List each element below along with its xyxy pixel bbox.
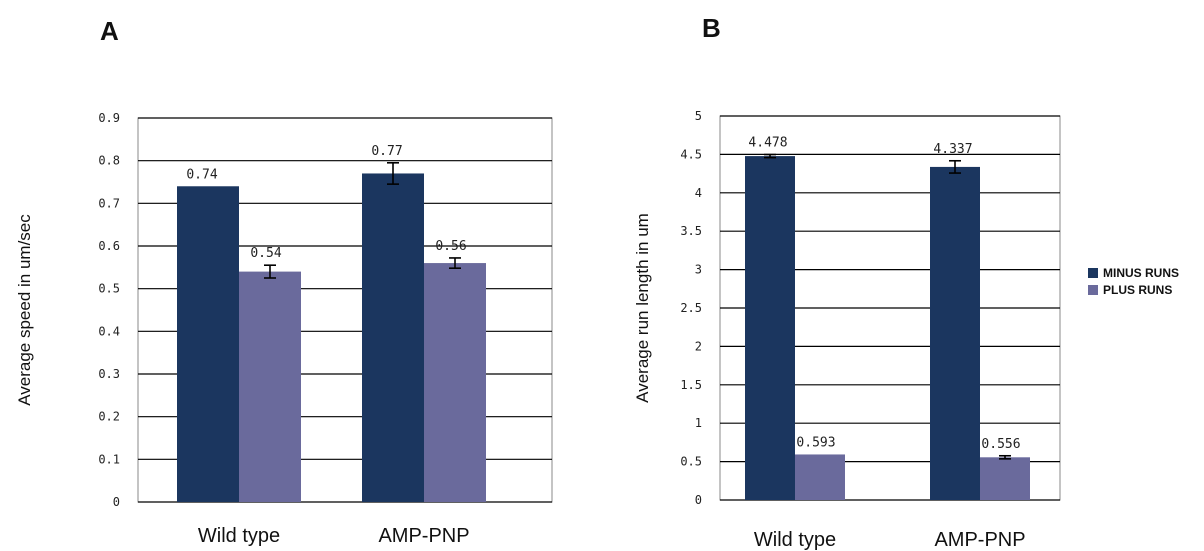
y-tick-label: 0 xyxy=(113,495,120,509)
y-axis-title: Average speed in um/sec xyxy=(15,214,34,406)
y-tick-label: 3 xyxy=(695,263,702,277)
data-label: 4.337 xyxy=(933,142,972,157)
bar-plus-runs xyxy=(795,454,845,500)
bar-minus-runs xyxy=(362,173,424,502)
y-tick-label: 0.7 xyxy=(98,196,120,210)
data-label: 0.54 xyxy=(250,246,281,261)
data-label: 0.593 xyxy=(796,435,835,450)
x-category-label: AMP-PNP xyxy=(378,525,469,547)
bar-plus-runs xyxy=(239,271,301,502)
panel-label: A xyxy=(100,16,119,46)
data-label: 0.556 xyxy=(981,437,1020,452)
y-tick-label: 1.5 xyxy=(680,378,702,392)
x-category-label: AMP-PNP xyxy=(934,529,1025,551)
y-tick-label: 0.6 xyxy=(98,239,120,253)
y-tick-label: 3.5 xyxy=(680,224,702,238)
y-tick-label: 2 xyxy=(695,339,702,353)
data-label: 4.478 xyxy=(748,136,787,151)
y-axis-title: Average run length in um xyxy=(633,213,652,403)
legend-label: MINUS RUNS xyxy=(1103,266,1179,280)
chart-panel-b: B 0 0.5 1 1.5 2 2.5 3 3.5 4 4.5 5 Average run length… xyxy=(633,13,1061,551)
y-tick-label: 0.2 xyxy=(98,410,120,424)
chart-panel-a: A 0 0.1 0.2 0.3 0.4 0.5 0.6 0.7 0.8 0.9 Average spe… xyxy=(15,16,553,547)
panel-label: B xyxy=(702,13,721,43)
y-tick-label: 4 xyxy=(695,186,702,200)
y-tick-label: 0.4 xyxy=(98,324,120,338)
legend-swatch-minus-runs xyxy=(1088,268,1098,278)
data-label: 0.56 xyxy=(435,239,466,254)
data-label: 0.74 xyxy=(186,167,217,182)
bar-minus-runs xyxy=(745,156,795,500)
bar-plus-runs xyxy=(980,457,1030,500)
y-tick-label: 0 xyxy=(695,493,702,507)
y-tick-label: 2.5 xyxy=(680,301,702,315)
bar-plus-runs xyxy=(424,263,486,502)
y-tick-label: 0.3 xyxy=(98,367,120,381)
chart-legend: MINUS RUNS PLUS RUNS xyxy=(1088,266,1179,297)
y-tick-label: 0.1 xyxy=(98,452,120,466)
x-category-label: Wild type xyxy=(198,525,280,547)
y-tick-label: 0.5 xyxy=(98,282,120,296)
y-tick-label: 0.5 xyxy=(680,455,702,469)
bar-minus-runs xyxy=(930,166,980,500)
y-tick-label: 5 xyxy=(695,109,702,123)
bar-minus-runs xyxy=(177,186,239,502)
y-tick-label: 4.5 xyxy=(680,147,702,161)
legend-label: PLUS RUNS xyxy=(1103,283,1172,297)
data-label: 0.77 xyxy=(371,144,402,159)
y-tick-label: 0.8 xyxy=(98,154,120,168)
y-tick-label: 0.9 xyxy=(98,111,120,125)
y-tick-label: 1 xyxy=(695,416,702,430)
legend-swatch-plus-runs xyxy=(1088,285,1098,295)
x-category-label: Wild type xyxy=(754,529,836,551)
